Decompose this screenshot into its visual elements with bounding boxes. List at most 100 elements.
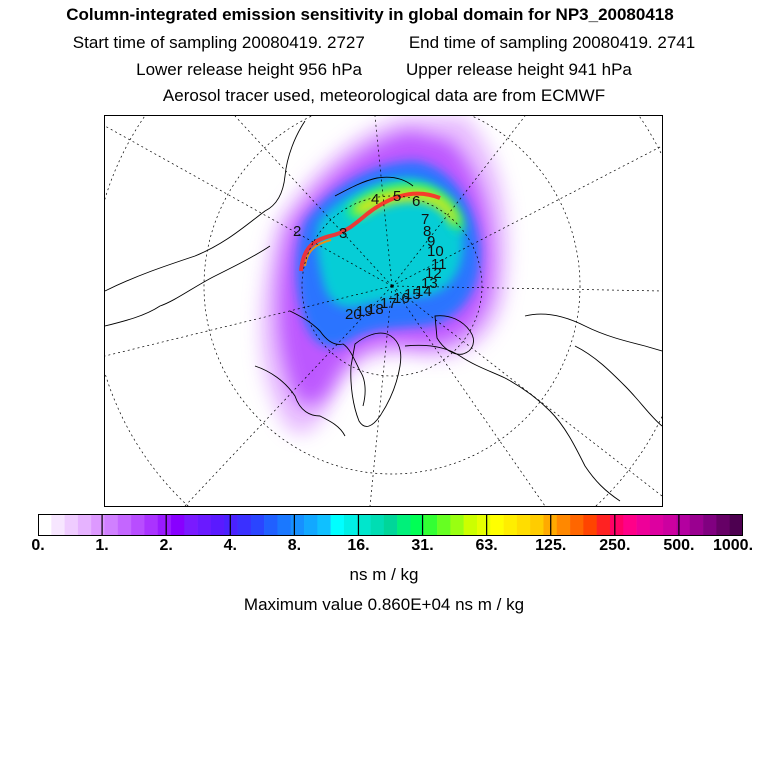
trajectory-label: 10 xyxy=(427,243,444,260)
colorbar-swatch xyxy=(131,514,145,536)
meridian-10 xyxy=(184,285,393,506)
colorbar-swatch xyxy=(38,514,52,536)
colorbar-tick-label: 1. xyxy=(95,537,109,554)
trajectory-label: 13 xyxy=(421,275,438,292)
colorbar-swatch xyxy=(91,514,105,536)
colorbar-tick-label: 8. xyxy=(287,537,302,554)
trajectory-label: 9 xyxy=(427,233,435,250)
coastlines xyxy=(105,120,662,502)
colorbar-tick-label: 31. xyxy=(411,537,434,554)
latitude-circle-inner xyxy=(301,195,483,377)
field-trajectory-core-inner xyxy=(304,239,332,267)
colorbar-tick-label: 4. xyxy=(223,537,237,554)
colorbar-swatch xyxy=(277,514,292,536)
coast-scandinavia xyxy=(289,310,366,407)
colorbar-swatch xyxy=(503,514,518,536)
field-yellow-band xyxy=(353,189,459,224)
trajectory-label: 20 xyxy=(345,306,362,323)
coast-alaska xyxy=(524,313,662,352)
colorbar-tick-label: 0. xyxy=(31,537,45,554)
colorbar-swatch xyxy=(210,514,225,536)
trajectory-label: 8 xyxy=(423,223,431,240)
lower-release-label: Lower release height 956 hPa xyxy=(136,60,362,79)
colorbar-swatch xyxy=(117,514,132,536)
trajectory-label: 5 xyxy=(393,188,401,205)
trajectory-label: 14 xyxy=(415,283,432,300)
latitude-circle-middle xyxy=(203,116,581,475)
colorbar-swatch xyxy=(556,514,571,536)
colorbar-tick-label: 1000. xyxy=(712,537,754,554)
meridian-5 xyxy=(391,145,662,287)
tracer-info-label: Aerosol tracer used, meteorological data… xyxy=(162,86,606,105)
coast-siberia xyxy=(334,176,414,197)
colorbar-swatch xyxy=(583,514,597,536)
colorbar-swatch xyxy=(649,514,664,536)
colorbar-swatch xyxy=(343,514,358,536)
start-time-label: Start time of sampling 20080419. 2727 xyxy=(72,33,365,52)
colorbar-swatch xyxy=(530,514,544,536)
colorbar-tick-label: 500. xyxy=(663,537,695,554)
coast-greenland xyxy=(350,332,402,427)
meridian-3 xyxy=(374,116,393,287)
colorbar xyxy=(38,514,743,536)
colorbar-swatch xyxy=(264,514,278,536)
trajectory-label: 3 xyxy=(339,225,347,242)
colorbar-swatch xyxy=(330,514,345,536)
colorbar-tick-label: 2. xyxy=(159,537,173,554)
max-value-label: Maximum value 0.860E+04 ns m / kg xyxy=(243,595,525,614)
colorbar-swatch xyxy=(676,514,691,536)
colorbar-swatch xyxy=(290,514,305,536)
colorbar-tick-label: 250. xyxy=(599,537,631,554)
colorbar-swatch xyxy=(437,514,451,536)
sensitivity-field xyxy=(260,116,509,435)
trajectory-label: 12 xyxy=(425,265,442,282)
colorbar-swatch xyxy=(609,514,624,536)
meridian-9 xyxy=(369,285,393,506)
trajectory-label: 15 xyxy=(404,286,421,303)
colorbar-swatch xyxy=(663,514,677,536)
trajectory-label: 2 xyxy=(293,223,301,240)
trajectory-label: 19 xyxy=(356,303,373,320)
colorbar-swatch xyxy=(716,514,730,536)
graticule xyxy=(105,116,662,506)
colorbar-swatch xyxy=(317,514,331,536)
colorbar-swatch xyxy=(104,514,119,536)
end-time-label: End time of sampling 20080419. 2741 xyxy=(408,33,696,52)
coast-asia-south xyxy=(105,245,271,327)
colorbar-tick-label: 16. xyxy=(347,537,370,554)
colorbar-swatch xyxy=(570,514,584,536)
colorbar-swatch xyxy=(357,514,371,536)
meridian-6 xyxy=(391,285,662,292)
colorbar-swatch xyxy=(689,514,704,536)
trajectory-label: 11 xyxy=(431,256,447,273)
trajectory-label: 7 xyxy=(421,211,429,228)
colorbar-swatch xyxy=(157,514,172,536)
colorbar-swatch xyxy=(224,514,238,536)
colorbar-swatch xyxy=(729,514,743,536)
colorbar-swatch xyxy=(490,514,504,536)
colorbar-tick-label: 125. xyxy=(535,537,567,554)
meridian-2 xyxy=(234,116,393,287)
trajectory-label: 6 xyxy=(412,193,420,210)
colorbar-border xyxy=(38,514,743,536)
colorbar-tick-labels: 0. 1. 2. 4. 8. 16. 31. 63. 125. 250. 500. 1000. xyxy=(0,537,768,559)
colorbar-swatch xyxy=(596,514,611,536)
colorbar-swatch xyxy=(64,514,79,536)
colorbar-swatch xyxy=(410,514,425,536)
colorbar-tick-label: 63. xyxy=(475,537,498,554)
trajectory-label: 18 xyxy=(367,301,384,318)
coast-europe xyxy=(254,365,346,437)
plot-title: Column-integrated emission sensitivity i… xyxy=(66,5,674,24)
coast-asia xyxy=(105,120,306,292)
colorbar-swatch xyxy=(423,514,438,536)
upper-release-label: Upper release height 941 hPa xyxy=(406,60,632,79)
colorbar-units: ns m / kg xyxy=(349,565,419,584)
coast-east xyxy=(574,345,662,427)
colorbar-swatch xyxy=(171,514,185,536)
colorbar-swatch xyxy=(304,514,318,536)
sampling-time-line: Start time of sampling 20080419. 2727 End… xyxy=(0,33,768,53)
colorbar-swatch xyxy=(51,514,65,536)
colorbar-swatch xyxy=(623,514,637,536)
